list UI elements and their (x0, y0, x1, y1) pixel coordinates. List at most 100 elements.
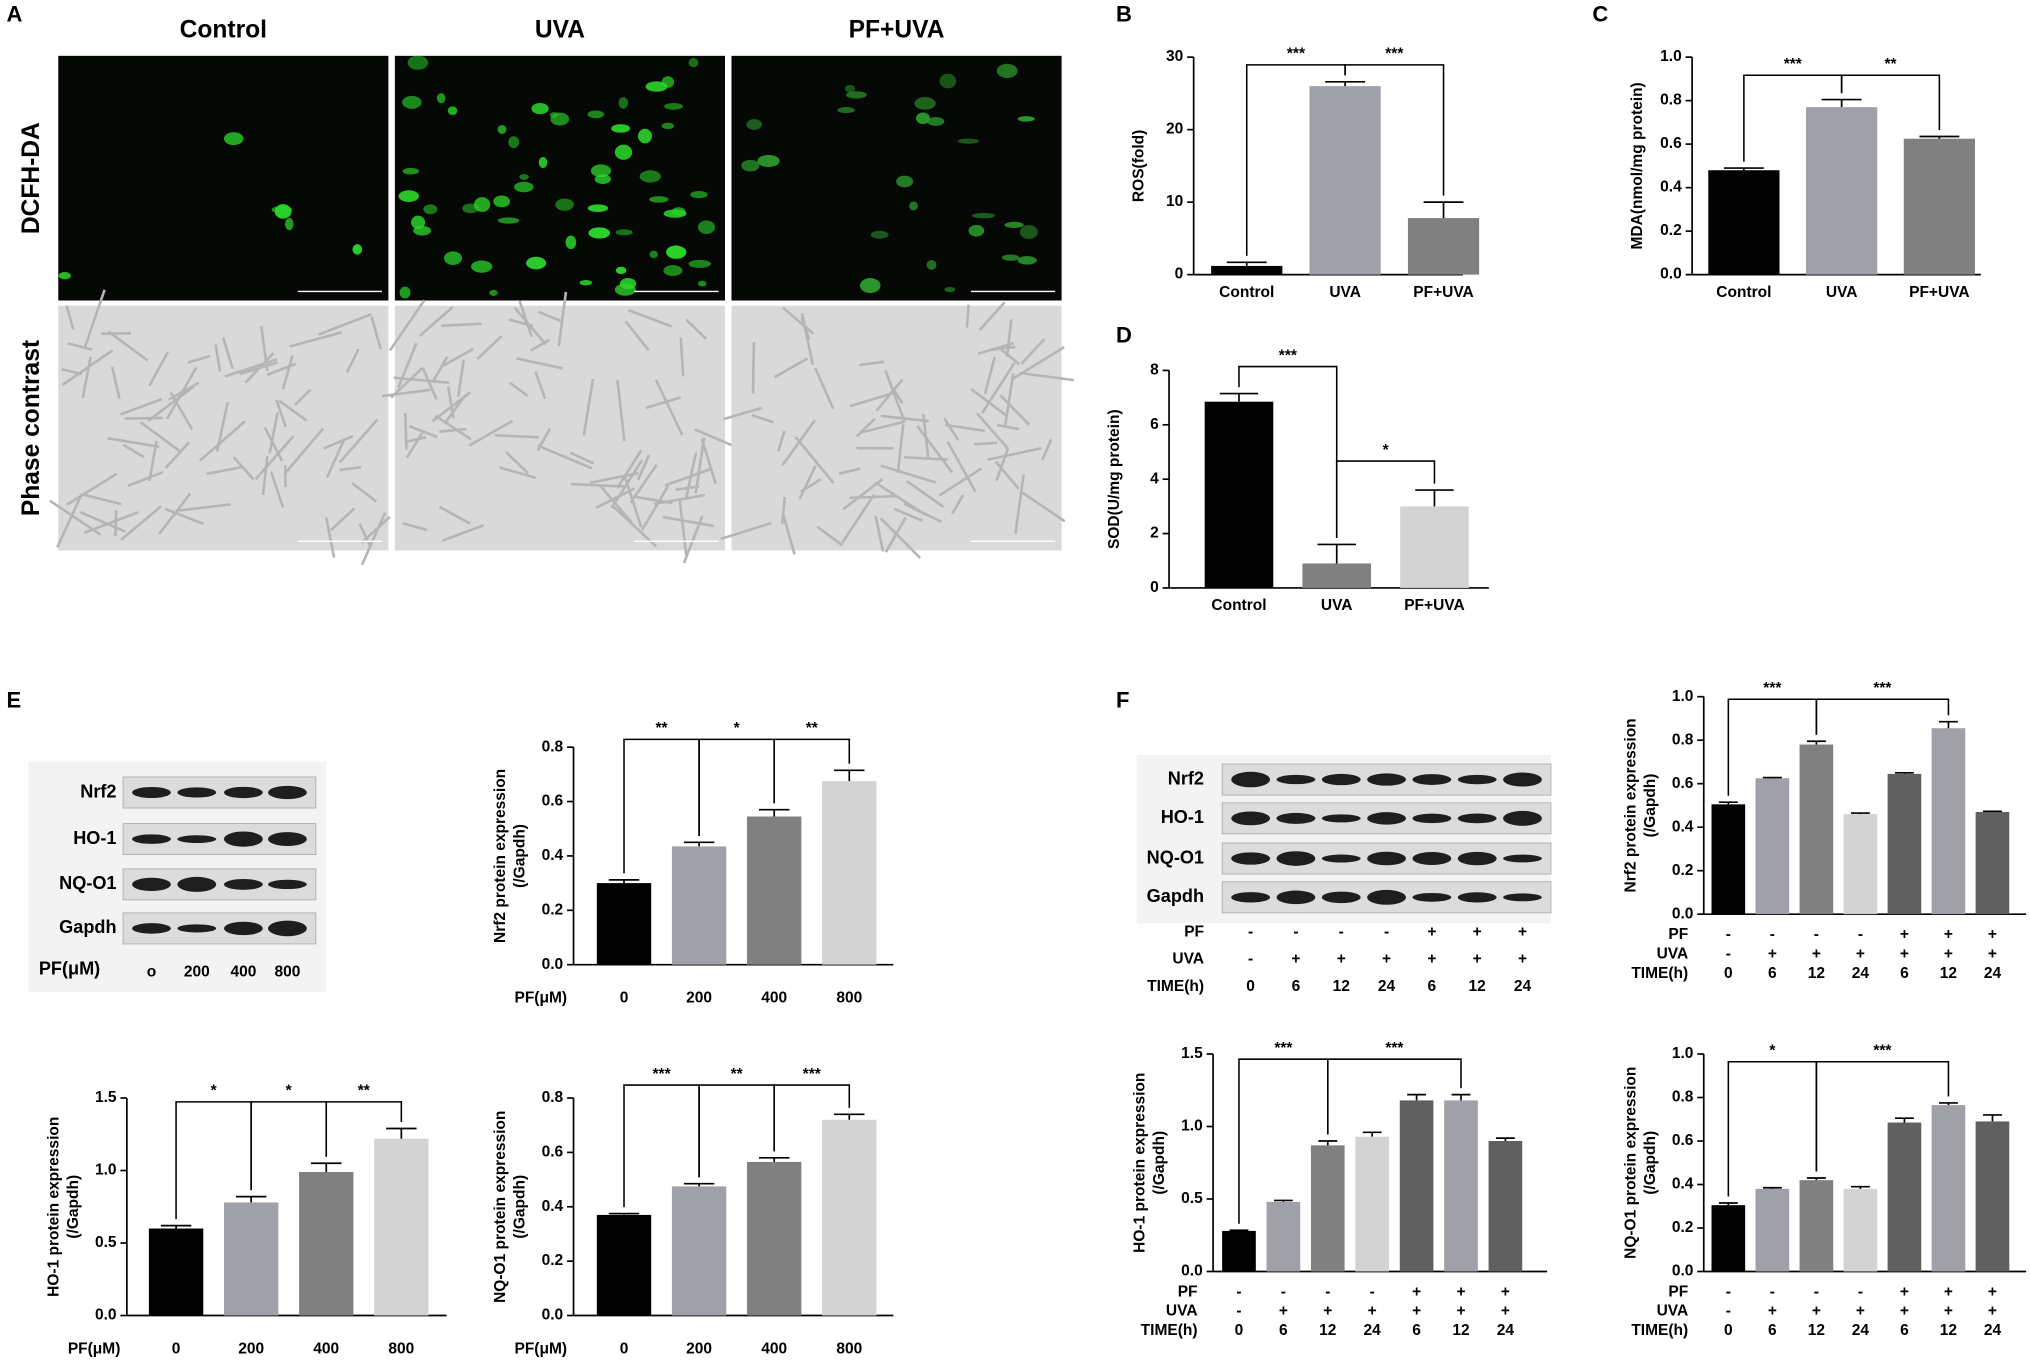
y-tick-label: 1.0 (95, 1162, 117, 1179)
y-tick-label: 0.4 (1660, 179, 1682, 196)
band (177, 787, 217, 798)
cell-outline (494, 433, 539, 439)
cell-outline (664, 467, 711, 487)
cell (663, 265, 683, 276)
cell-outline (254, 435, 295, 481)
y-tick-label: 1.0 (1660, 48, 1682, 65)
cell-outline (965, 304, 970, 328)
significance-label: * (1383, 442, 1390, 459)
cell-outline (269, 471, 285, 508)
cell (444, 251, 463, 266)
band (1503, 810, 1542, 826)
cell-outline (1014, 474, 1025, 534)
bar (1444, 1100, 1478, 1272)
condition-value: - (1236, 1283, 1241, 1300)
panel-label: C (1592, 2, 1608, 27)
cell-outline (56, 493, 83, 548)
y-axis-label: NQ-O1 protein expression (492, 1111, 509, 1303)
band (132, 834, 171, 844)
cell (1001, 254, 1020, 261)
cell-outline (294, 388, 312, 406)
bar (1711, 804, 1746, 915)
cell-outline (1003, 373, 1015, 427)
error-bar (1718, 1202, 1738, 1206)
cell-outline (476, 335, 503, 361)
condition-value: + (1337, 951, 1346, 968)
condition-value: 24 (1497, 1322, 1515, 1339)
cell-outline (215, 401, 229, 452)
cell (968, 224, 985, 237)
cell-outline (999, 394, 1031, 426)
cell-outline (360, 512, 387, 566)
y-tick-label: 1.0 (1181, 1118, 1203, 1135)
condition-label: TIME(h) (1631, 965, 1688, 982)
cell (402, 167, 420, 175)
y-tick-label: 0.6 (1660, 135, 1682, 152)
cell-outline (627, 308, 673, 328)
condition-value: 12 (1452, 1322, 1470, 1339)
cell-outline (84, 493, 122, 506)
band (1321, 891, 1361, 904)
cell-outline (1021, 491, 1066, 523)
y-axis-label: (/Gapdh) (512, 1175, 529, 1239)
cell-outline (442, 347, 474, 367)
error-bar (1229, 1229, 1249, 1232)
y-axis-label: (/Gapdh) (1151, 1131, 1168, 1195)
cell (944, 286, 956, 293)
blot-lane-label: 800 (274, 964, 300, 981)
cell-outline (339, 465, 362, 472)
y-tick-label: 0.5 (95, 1234, 117, 1251)
cell-outline (636, 454, 651, 481)
cell (837, 107, 855, 114)
bar (299, 1171, 354, 1316)
band (1503, 893, 1542, 902)
error-bar (1325, 80, 1366, 87)
cell-outline (859, 360, 885, 367)
cell-outline (390, 366, 424, 399)
y-tick-label: 0.0 (542, 1307, 564, 1324)
bar (1204, 401, 1274, 588)
error-bar (834, 1113, 865, 1120)
cell (594, 174, 611, 184)
y-tick-label: 10 (1166, 193, 1183, 210)
x-tick-label: 200 (686, 1340, 712, 1357)
bar (1887, 1122, 1922, 1272)
condition-value: - (1858, 1283, 1863, 1300)
cell-outline (623, 476, 643, 528)
cell (661, 76, 675, 88)
y-tick-label: 0.6 (542, 1144, 564, 1161)
condition-value: - (1248, 923, 1253, 940)
cell-outline (530, 338, 551, 352)
band (1276, 890, 1316, 905)
cell-outline (983, 356, 997, 395)
condition-value: 12 (1319, 1322, 1337, 1339)
x-tick-label: Control (1211, 597, 1266, 614)
condition-value: + (1768, 945, 1777, 962)
cell-outline (370, 316, 382, 350)
cell-outline (266, 362, 297, 377)
cell (526, 256, 547, 270)
error-bar (1415, 489, 1454, 507)
error-bar (1806, 1177, 1826, 1181)
bar (1887, 773, 1922, 915)
cell-outline (268, 412, 279, 454)
cell-outline (164, 441, 190, 469)
cell-outline (139, 421, 183, 454)
cell-outline (694, 437, 706, 494)
blot-row-label: Gapdh (1147, 886, 1204, 906)
significance-bracket (1840, 74, 1941, 131)
bar (1975, 1121, 2010, 1272)
cell-outline (148, 351, 170, 387)
cell-outline (751, 342, 756, 394)
cell-outline (685, 318, 707, 340)
cell-outline (537, 310, 562, 323)
condition-value: 0 (1724, 1322, 1733, 1339)
y-tick-label: 0.2 (1660, 222, 1682, 239)
cell-outline (905, 480, 945, 508)
bar (148, 1228, 204, 1316)
cell-outline (431, 391, 471, 423)
y-tick-label: 0.8 (542, 738, 564, 755)
band (1457, 851, 1497, 866)
cell (538, 156, 548, 169)
cell-outline (114, 510, 118, 537)
